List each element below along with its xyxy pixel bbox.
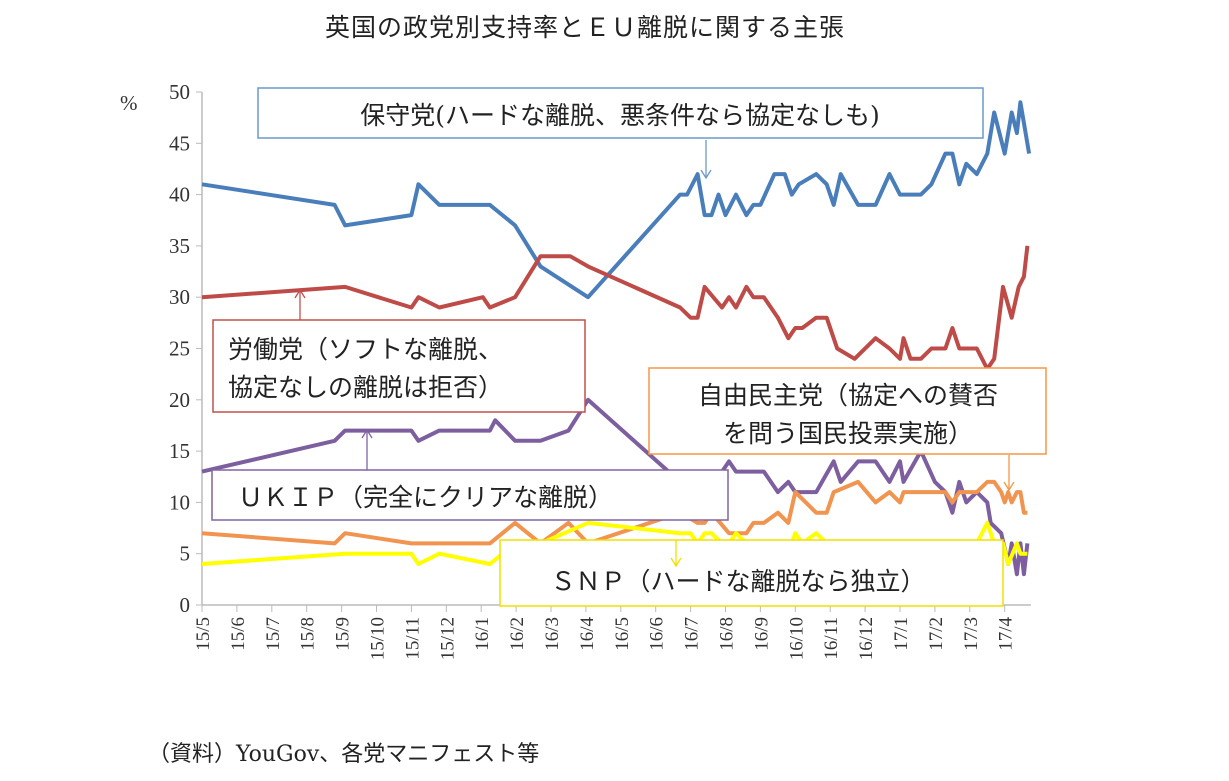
x-tick-label: 16/1 — [472, 617, 493, 651]
annotation-box-0 — [257, 87, 984, 139]
annotation-box-1 — [212, 319, 586, 413]
x-tick-label: 16/11 — [821, 617, 842, 660]
annotation-box-2 — [211, 469, 729, 521]
annotation-text-3: を問う国民投票実施） — [723, 419, 973, 448]
x-tick-label: 15/7 — [263, 617, 284, 651]
y-tick-label: 40 — [169, 183, 190, 207]
x-tick-label: 17/3 — [961, 617, 982, 651]
x-tick-label: 15/5 — [193, 617, 214, 651]
chart-title: 英国の政党別支持率とＥＵ離脱に関する主張 — [324, 13, 845, 42]
x-tick-label: 15/12 — [437, 617, 458, 660]
annotation-text-3: 自由民主党（協定への賛否 — [698, 381, 998, 410]
x-tick-label: 17/4 — [996, 617, 1017, 651]
y-axis-unit-label: % — [120, 91, 138, 115]
series-line-2 — [201, 397, 1030, 577]
arrowhead-icon — [670, 557, 682, 568]
x-tick-label: 15/10 — [368, 617, 389, 660]
x-tick-label: 16/5 — [612, 617, 633, 651]
x-tick-label: 16/10 — [786, 617, 807, 660]
x-tick-label: 15/9 — [333, 617, 354, 651]
arrowhead-icon — [294, 288, 306, 299]
annotation-text-0: 保守党(ハードな離脱、悪条件なら協定なしも) — [360, 101, 880, 130]
x-tick-label: 15/6 — [228, 617, 249, 651]
annotation-box-3 — [648, 367, 1047, 455]
arrowhead-icon — [1003, 481, 1015, 492]
x-tick-label: 16/8 — [717, 617, 738, 651]
x-tick-label: 17/2 — [926, 617, 947, 651]
y-tick-label: 35 — [169, 234, 190, 258]
x-tick-label: 16/12 — [856, 617, 877, 660]
annotation-text-1: 協定なしの離脱は拒否） — [228, 373, 503, 402]
annotation-text-2: ＵＫＩＰ（完全にクリアな離脱） — [238, 483, 613, 512]
x-tick-label: 16/7 — [682, 617, 703, 651]
arrowhead-icon — [700, 169, 712, 180]
y-tick-label: 0 — [180, 593, 191, 617]
x-tick-label: 16/4 — [577, 617, 598, 651]
x-tick-label: 16/3 — [542, 617, 563, 651]
source-note: （資料）YouGov、各党マニフェスト等 — [148, 742, 540, 767]
annotation-text-1: 労働党（ソフトな離脱、 — [228, 335, 503, 364]
series-line-0 — [201, 100, 1032, 300]
x-tick-label: 16/9 — [751, 617, 772, 651]
y-tick-label: 15 — [169, 439, 190, 463]
y-tick-label: 50 — [169, 80, 190, 104]
arrowhead-icon — [361, 428, 373, 439]
annotation-text-4: ＳＮＰ（ハードな離脱なら独立） — [550, 567, 925, 596]
y-tick-label: 5 — [180, 542, 191, 566]
x-tick-label: 15/11 — [402, 617, 423, 660]
y-tick-label: 25 — [169, 337, 190, 361]
y-tick-label: 10 — [169, 490, 190, 514]
y-tick-label: 30 — [169, 285, 190, 309]
annotations: 保守党(ハードな離脱、悪条件なら協定なしも) 労働党（ソフトな離脱、協定なしの離脱… — [211, 87, 1047, 607]
y-tick-label: 45 — [169, 131, 190, 155]
y-tick-label: 20 — [169, 388, 190, 412]
series-line-1 — [201, 245, 1030, 371]
x-tick-label: 16/2 — [507, 617, 528, 651]
x-tick-label: 17/1 — [891, 617, 912, 651]
x-tick-label: 15/8 — [298, 617, 319, 651]
x-tick-label: 16/6 — [647, 617, 668, 651]
series-line-3 — [201, 479, 1028, 546]
annotation-box-4 — [499, 539, 1004, 607]
